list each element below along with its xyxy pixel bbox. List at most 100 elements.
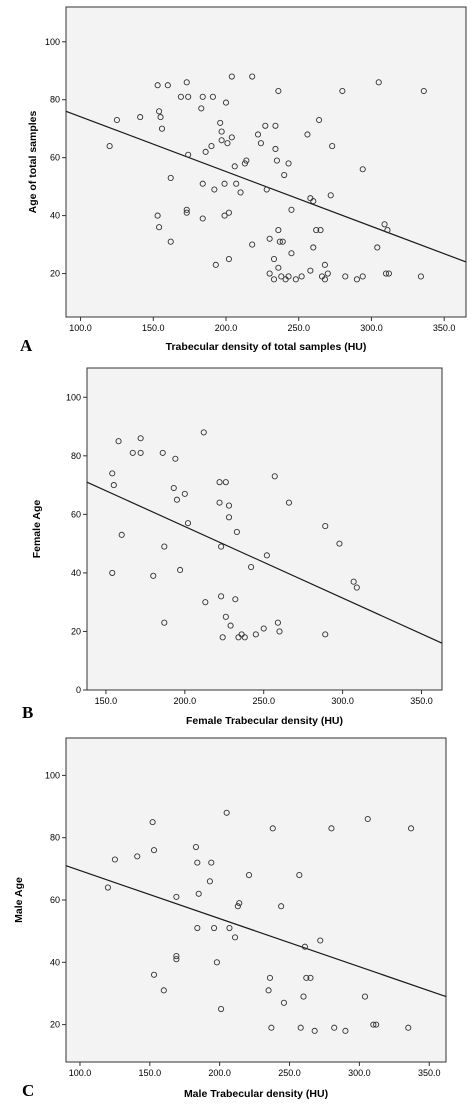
data-point bbox=[350, 578, 357, 585]
panel-letter: B bbox=[22, 703, 33, 722]
data-point bbox=[231, 163, 238, 170]
x-tick-label: 300.0 bbox=[360, 323, 383, 333]
data-point bbox=[304, 131, 311, 138]
chart-panel-a: 100.0 150.0 200.0 250.0 300.0 350.0 20 40 60 80 10… bbox=[20, 6, 467, 355]
y-tick-label: 100 bbox=[66, 392, 81, 402]
data-point bbox=[208, 143, 215, 150]
data-point bbox=[248, 564, 255, 571]
data-point bbox=[158, 125, 166, 132]
data-point bbox=[225, 256, 232, 263]
data-point bbox=[156, 224, 163, 231]
data-point bbox=[150, 847, 158, 854]
data-point bbox=[328, 825, 335, 832]
data-point bbox=[268, 1024, 275, 1031]
x-tick-label: 150.0 bbox=[142, 323, 165, 333]
data-point bbox=[154, 82, 161, 89]
data-point bbox=[219, 634, 226, 641]
data-point bbox=[224, 140, 231, 147]
data-point bbox=[329, 143, 336, 150]
data-point bbox=[375, 79, 382, 86]
data-point bbox=[270, 256, 278, 263]
data-point bbox=[223, 809, 230, 816]
fit-line bbox=[86, 481, 443, 644]
data-point bbox=[420, 87, 427, 95]
data-point bbox=[111, 856, 118, 863]
y-tick-label: 100 bbox=[45, 37, 60, 47]
y-tick-label: 40 bbox=[71, 568, 81, 578]
data-point bbox=[222, 613, 229, 620]
data-point bbox=[405, 1024, 412, 1031]
data-point bbox=[307, 267, 314, 274]
data-point bbox=[270, 276, 278, 283]
data-point bbox=[353, 276, 360, 283]
data-point bbox=[243, 157, 250, 164]
data-point bbox=[322, 631, 329, 638]
data-point bbox=[236, 900, 243, 907]
data-point bbox=[218, 137, 225, 144]
data-point bbox=[310, 198, 317, 205]
data-point bbox=[225, 514, 233, 521]
x-tick-label: 350.0 bbox=[410, 696, 433, 706]
x-tick-label: 150.0 bbox=[95, 696, 118, 706]
data-point bbox=[269, 825, 276, 832]
data-point bbox=[227, 622, 234, 629]
data-point bbox=[154, 212, 161, 219]
data-point bbox=[249, 73, 256, 80]
data-point bbox=[331, 1024, 338, 1031]
x-tick-label: 100.0 bbox=[69, 323, 92, 333]
data-point bbox=[288, 250, 295, 257]
data-point bbox=[275, 264, 282, 271]
data-point bbox=[254, 131, 262, 138]
data-point bbox=[322, 523, 329, 530]
data-point bbox=[172, 455, 179, 462]
data-point bbox=[353, 584, 360, 591]
data-point bbox=[266, 235, 273, 242]
data-point bbox=[336, 540, 343, 547]
data-point bbox=[278, 273, 285, 280]
data-point bbox=[364, 815, 371, 823]
data-point bbox=[199, 180, 206, 187]
data-point bbox=[339, 87, 346, 95]
chart-panel-b: 150.0 200.0 250.0 300.0 350.0 0 20 40 60 80 100 Fem… bbox=[22, 367, 443, 727]
chart-panel-c: 100.0 150.0 200.0 250.0 300.0 350.0 20 40 60 80 10… bbox=[13, 737, 447, 1100]
y-tick-label: 60 bbox=[71, 509, 81, 519]
data-point bbox=[280, 999, 287, 1006]
data-point bbox=[115, 438, 122, 445]
data-point bbox=[417, 273, 424, 280]
y-axis-label: Male Age bbox=[13, 877, 25, 923]
y-tick-label: 60 bbox=[50, 153, 60, 163]
data-point bbox=[170, 484, 177, 492]
data-point bbox=[167, 238, 174, 245]
data-point bbox=[241, 160, 248, 167]
data-point bbox=[408, 825, 415, 832]
x-tick-label: 250.0 bbox=[287, 323, 310, 333]
data-point bbox=[173, 956, 180, 963]
data-point bbox=[317, 227, 324, 234]
data-point bbox=[382, 270, 390, 277]
data-point bbox=[307, 974, 314, 981]
data-point bbox=[272, 122, 279, 129]
data-point bbox=[373, 1021, 380, 1028]
data-point bbox=[202, 148, 209, 155]
x-axis-label: Female Trabecular density (HU) bbox=[186, 715, 343, 727]
data-point bbox=[225, 209, 232, 216]
data-point bbox=[218, 593, 225, 600]
data-point bbox=[118, 531, 125, 538]
data-point bbox=[109, 569, 116, 576]
data-point bbox=[233, 528, 240, 535]
data-point bbox=[361, 993, 369, 1000]
data-point bbox=[221, 212, 228, 219]
data-point bbox=[134, 853, 141, 860]
data-point bbox=[298, 273, 305, 280]
data-point bbox=[181, 490, 188, 497]
data-point bbox=[260, 625, 267, 632]
data-point bbox=[156, 108, 163, 115]
data-point bbox=[221, 180, 228, 187]
data-point bbox=[252, 631, 259, 638]
data-point bbox=[113, 116, 120, 124]
data-point bbox=[222, 479, 229, 486]
data-point bbox=[245, 872, 253, 879]
x-tick-label: 200.0 bbox=[174, 696, 197, 706]
data-point bbox=[342, 1027, 349, 1034]
x-tick-label: 250.0 bbox=[252, 696, 275, 706]
